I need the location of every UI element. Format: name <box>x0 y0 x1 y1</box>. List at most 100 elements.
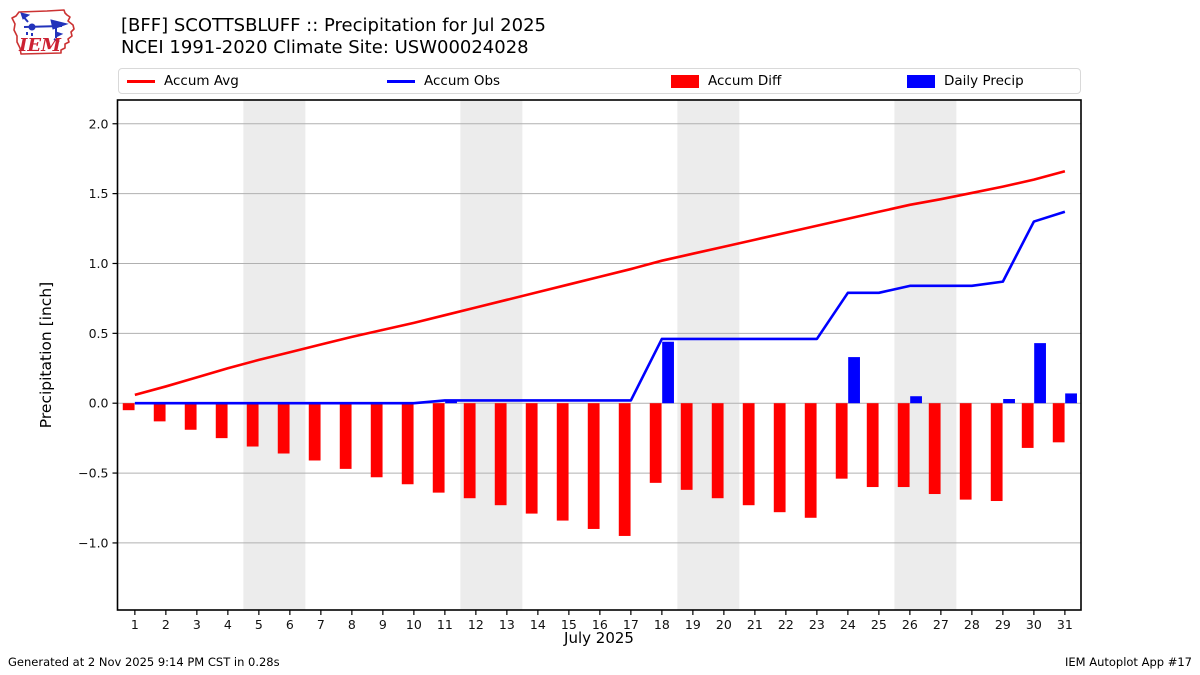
accum-diff-bar <box>773 403 786 513</box>
weekend-band <box>894 100 957 610</box>
accum-diff-bar <box>556 403 569 521</box>
plot-border <box>116 99 1082 611</box>
x-tick-label: 5 <box>255 617 263 632</box>
accum-diff-bar <box>463 403 476 499</box>
x-tick-label: 11 <box>437 617 453 632</box>
legend-item-daily-precip: Daily Precip <box>907 69 1024 93</box>
daily-precip-bar <box>848 357 860 404</box>
accum-diff-bar <box>990 403 1003 502</box>
accum-diff-bar <box>742 403 755 506</box>
accum-obs-line <box>134 210 1066 405</box>
y-tick-label: 0.5 <box>89 326 109 341</box>
legend-item-accum-avg: Accum Avg <box>127 69 239 93</box>
accum-diff-bar <box>308 403 321 461</box>
accum-diff-bar <box>928 403 941 495</box>
x-tick-label: 21 <box>747 617 763 632</box>
x-tick-label: 20 <box>716 617 732 632</box>
legend-label: Accum Avg <box>164 73 239 89</box>
y-tick-label: 1.0 <box>89 256 109 271</box>
accum-diff-bar <box>339 403 352 469</box>
accum-diff-swatch-icon <box>671 74 699 88</box>
y-tick-label: −0.5 <box>78 466 108 481</box>
accum-diff-bar <box>184 403 197 430</box>
accum-diff-bar <box>959 403 972 500</box>
accum-diff-bar <box>432 403 445 493</box>
x-tick-label: 26 <box>902 617 918 632</box>
legend-item-accum-obs: Accum Obs <box>387 69 500 93</box>
chart-legend: Accum Avg Accum Obs Accum Diff Daily Pre… <box>118 68 1081 94</box>
x-tick-label: 30 <box>1026 617 1042 632</box>
x-tick-label: 29 <box>995 617 1011 632</box>
legend-label: Accum Diff <box>708 73 782 89</box>
accum-diff-bar <box>525 403 538 514</box>
legend-label: Daily Precip <box>944 73 1024 89</box>
daily-precip-bar <box>662 341 674 404</box>
accum-diff-bar <box>494 403 507 506</box>
weekend-band <box>677 100 740 610</box>
daily-precip-bar <box>1003 399 1015 404</box>
x-axis-label: July 2025 <box>564 629 634 647</box>
accum-diff-bar <box>370 403 383 478</box>
daily-precip-swatch-icon <box>907 74 935 88</box>
accum-diff-bar <box>711 403 724 499</box>
daily-precip-bar <box>910 396 922 404</box>
accum-avg-line <box>134 170 1066 397</box>
x-tick-label: 9 <box>379 617 387 632</box>
accum-diff-bar <box>122 403 135 411</box>
legend-label: Accum Obs <box>424 73 501 89</box>
x-tick-label: 4 <box>224 617 232 632</box>
weathervane-icon <box>20 12 69 43</box>
daily-precip-bar <box>1034 343 1046 404</box>
x-tick-label: 1 <box>131 617 139 632</box>
x-tick-label: 7 <box>317 617 325 632</box>
x-tick-label: 10 <box>406 617 422 632</box>
accum-diff-bar <box>401 403 414 485</box>
legend-item-accum-diff: Accum Diff <box>671 69 781 93</box>
x-tick-label: 16 <box>592 617 608 632</box>
x-tick-label: 24 <box>840 617 856 632</box>
x-tick-label: 6 <box>286 617 294 632</box>
accum-diff-bar <box>897 403 910 488</box>
accum-diff-bar <box>587 403 600 529</box>
y-tick-label: 0.0 <box>89 396 109 411</box>
generated-timestamp: Generated at 2 Nov 2025 9:14 PM CST in 0… <box>8 655 280 669</box>
x-tick-label: 19 <box>685 617 701 632</box>
weekend-band <box>460 100 523 610</box>
x-tick-label: 13 <box>499 617 515 632</box>
accum-diff-bar <box>866 403 879 488</box>
accum-diff-bar <box>246 403 259 447</box>
title-block: [BFF] SCOTTSBLUFF :: Precipitation for J… <box>121 15 546 59</box>
accum-diff-bar <box>649 403 662 483</box>
x-tick-label: 27 <box>933 617 949 632</box>
x-tick-label: 22 <box>778 617 794 632</box>
x-tick-label: 23 <box>809 617 825 632</box>
accum-obs-swatch-icon <box>387 79 415 83</box>
accum-diff-bar <box>618 403 631 536</box>
x-tick-label: 17 <box>623 617 639 632</box>
x-tick-label: 18 <box>654 617 670 632</box>
x-tick-label: 25 <box>871 617 887 632</box>
daily-precip-bar <box>1065 393 1077 404</box>
iem-logo-text: IEM <box>18 35 62 56</box>
y-tick-label: −1.0 <box>78 535 108 550</box>
y-tick-label: 1.5 <box>89 186 109 201</box>
x-tick-label: 12 <box>468 617 484 632</box>
page-title: [BFF] SCOTTSBLUFF :: Precipitation for J… <box>121 15 546 36</box>
x-tick-label: 31 <box>1057 617 1073 632</box>
x-tick-label: 2 <box>162 617 170 632</box>
accum-diff-bar <box>680 403 693 490</box>
daily-precip-bar <box>445 400 457 404</box>
accum-diff-bar <box>804 403 817 518</box>
accum-diff-bar <box>153 403 166 422</box>
accum-diff-bar <box>835 403 848 479</box>
y-tick-label: 2.0 <box>89 116 109 131</box>
accum-diff-bar <box>277 403 290 454</box>
x-tick-label: 28 <box>964 617 980 632</box>
accum-diff-bar <box>1021 403 1034 448</box>
page-subtitle: NCEI 1991-2020 Climate Site: USW00024028 <box>121 37 529 58</box>
x-tick-label: 14 <box>530 617 546 632</box>
x-tick-label: 8 <box>348 617 356 632</box>
iem-logo: IEM <box>8 6 80 62</box>
accum-avg-swatch-icon <box>127 79 155 83</box>
